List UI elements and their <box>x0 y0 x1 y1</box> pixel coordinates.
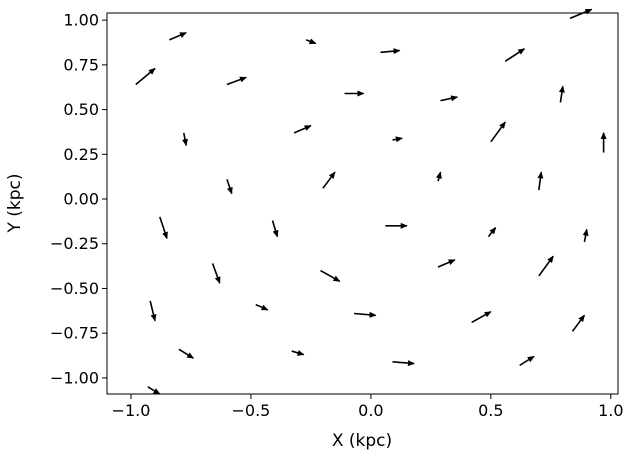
vector-arrow <box>582 228 589 243</box>
vector-arrow <box>211 263 221 284</box>
x-tick-label: 0.0 <box>358 401 383 420</box>
vector-arrow <box>135 67 156 86</box>
vector-arrow <box>569 8 593 20</box>
y-tick-label: 0.50 <box>63 100 99 119</box>
x-axis: −1.0 −0.5 0.0 0.5 1.0 <box>112 394 624 420</box>
vector-arrow <box>322 171 336 189</box>
vector-arrow <box>519 355 535 367</box>
vector-arrow <box>159 216 168 240</box>
vector-arrow <box>149 300 157 322</box>
y-axis: −1.00 −0.75 −0.50 −0.25 0.00 0.25 0.50 0.75 1.00 <box>50 11 107 387</box>
vector-arrow <box>440 95 459 102</box>
x-tick-label: 0.5 <box>478 401 503 420</box>
y-tick-label: 1.00 <box>63 11 99 30</box>
vector-arrow <box>169 31 187 41</box>
x-tick-label: −1.0 <box>112 401 151 420</box>
vector-arrow <box>271 220 279 238</box>
y-tick-label: −0.50 <box>50 279 99 298</box>
vector-arrow <box>537 171 544 191</box>
plot-frame <box>106 12 619 395</box>
y-tick-label: −0.25 <box>50 234 99 253</box>
vector-arrow <box>435 171 442 182</box>
vector-arrow <box>305 38 317 45</box>
y-tick-label: 0.00 <box>63 190 99 209</box>
vector-arrow <box>392 360 415 367</box>
vector-arrow <box>380 48 401 55</box>
y-tick-label: −0.75 <box>50 324 99 343</box>
vector-field <box>135 8 607 395</box>
vector-arrow <box>437 259 456 268</box>
vector-arrow <box>471 311 492 324</box>
vector-arrow <box>178 348 195 359</box>
x-tick-label: 1.0 <box>598 401 623 420</box>
vector-arrow <box>487 227 497 238</box>
x-axis-label: X (kpc) <box>332 431 392 451</box>
y-tick-label: 0.25 <box>63 145 99 164</box>
vector-arrow <box>226 179 233 195</box>
y-axis-label: Y (kpc) <box>5 173 25 233</box>
vector-arrow <box>392 136 403 143</box>
vector-arrow <box>182 132 188 147</box>
vector-arrow <box>490 121 506 143</box>
vector-arrow <box>558 85 565 103</box>
y-tick-label: 0.75 <box>63 55 99 74</box>
vector-arrow <box>147 386 161 395</box>
vector-arrow <box>293 124 312 134</box>
vector-arrow <box>226 76 247 86</box>
vector-arrow <box>571 314 586 332</box>
x-tick-label: −0.5 <box>232 401 271 420</box>
vector-arrow <box>504 48 526 62</box>
vector-arrow <box>354 311 377 318</box>
vector-arrow <box>255 303 269 311</box>
vector-arrow <box>538 255 554 277</box>
vector-arrow <box>291 350 305 356</box>
y-tick-label: −1.00 <box>50 368 99 387</box>
vector-arrow <box>320 269 341 283</box>
